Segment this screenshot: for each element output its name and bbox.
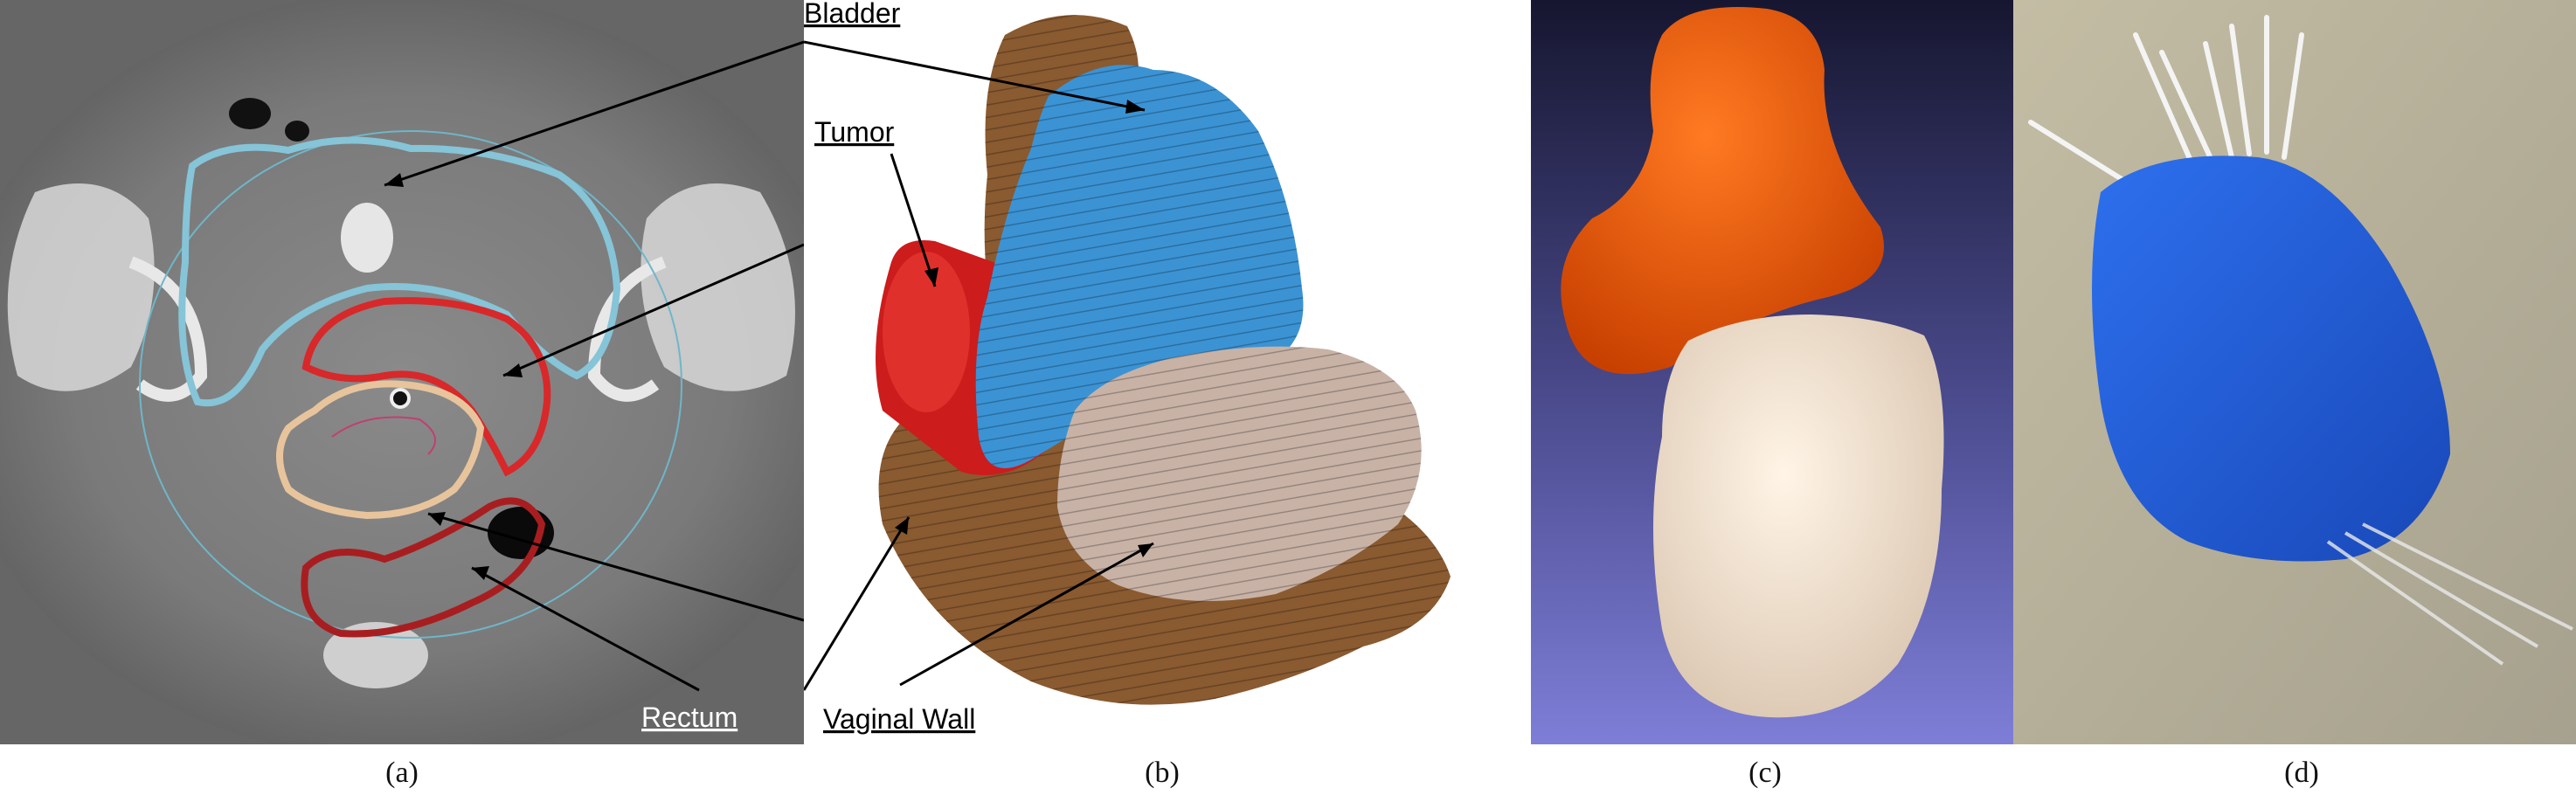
caption-d: (d) [2284, 757, 2319, 789]
label-vaginal-wall: Vaginal Wall [823, 703, 975, 735]
left-hip-bone [7, 183, 155, 391]
tumor-contour [301, 297, 551, 477]
printed-model [2092, 156, 2450, 562]
voxel-model-image: Bladder Tumor Vaginal Wall [804, 0, 1451, 735]
bowel-gas-small [285, 121, 309, 142]
vaginal-wall-arrow-b [899, 542, 1154, 687]
tumor-arrowhead-a [503, 363, 523, 377]
label-rectum: Rectum [641, 702, 737, 733]
caption-b: (b) [1145, 757, 1180, 789]
rectum-arrow-a [471, 566, 700, 692]
rectum-arrowhead-b [895, 517, 909, 535]
right-hip-bone [641, 183, 795, 391]
tumor-arrow-a [502, 243, 804, 377]
bladder-arrow-a [384, 40, 804, 187]
left-pelvic-ring [128, 256, 208, 402]
applicator-render-image [1531, 0, 2013, 744]
applicator-cross-section [390, 388, 411, 409]
rectum-arrow-b [804, 516, 911, 691]
vaginal-wall-arrowhead-b [1138, 543, 1153, 557]
voxel-model-panel: Bladder Tumor Vaginal Wall [804, 0, 1531, 744]
printed-model-panel [2013, 0, 2576, 744]
applicator-render-panel [1531, 0, 2013, 744]
rectum-arrowhead-a [472, 566, 489, 580]
tumor-arrowhead-b [924, 267, 938, 287]
catheter-tails [2326, 522, 2573, 666]
vaginal-wall-contour [276, 380, 485, 520]
label-tumor: Tumor [814, 116, 895, 148]
printed-model-photo [2013, 0, 2576, 744]
ct-slice-panel: Rectum [0, 0, 804, 744]
ct-slice-image: Rectum [0, 0, 804, 744]
bladder-arrowhead-b [1125, 100, 1145, 114]
bladder-contrast [341, 203, 393, 273]
applicator-top-part [1561, 7, 1884, 375]
vaginal-wall-3d-texture [1057, 346, 1422, 601]
label-bladder: Bladder [804, 0, 901, 29]
inner-dose-line [331, 416, 436, 455]
tumor-arrow-b [890, 153, 937, 287]
bowel-gas [229, 98, 271, 129]
caption-a: (a) [385, 757, 419, 789]
applicator-bottom-part [1653, 315, 1944, 718]
rectum-contour [301, 497, 546, 638]
sacrum [323, 622, 428, 688]
vaginal-wall-arrowhead-a [428, 512, 446, 526]
bladder-arrow-b [804, 40, 1146, 112]
bladder-arrowhead-a [384, 173, 404, 187]
vaginal-wall-arrow-a [427, 512, 804, 622]
tumor-3d-end [883, 252, 970, 412]
field-of-view-circle [139, 130, 682, 639]
caption-c: (c) [1748, 757, 1782, 789]
